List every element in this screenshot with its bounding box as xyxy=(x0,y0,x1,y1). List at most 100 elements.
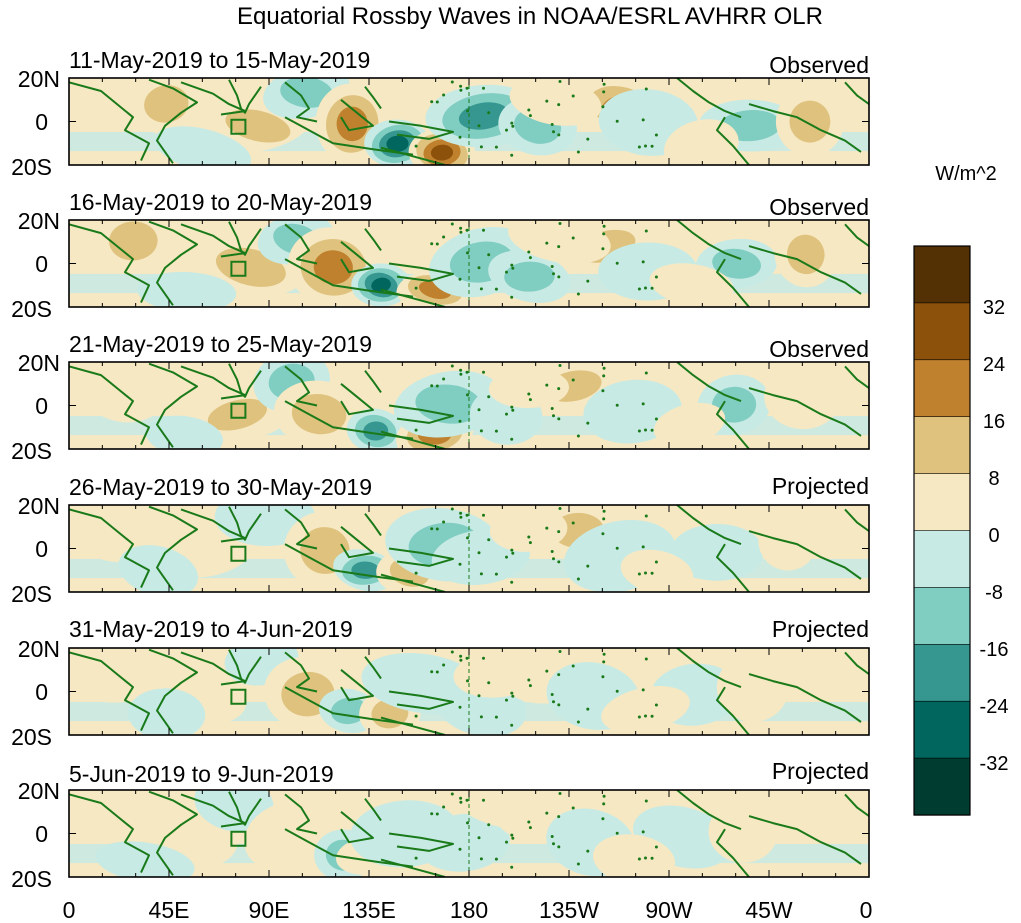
lat-label-20s: 20S xyxy=(11,438,52,464)
date-range-label: 31-May-2019 to 4-Jun-2019 xyxy=(69,616,353,642)
date-range-label: 26-May-2019 to 30-May-2019 xyxy=(69,474,372,500)
lat-label-eq: 0 xyxy=(35,821,48,847)
coastline xyxy=(380,858,446,877)
island-dot xyxy=(459,654,463,658)
island-dot xyxy=(602,366,606,370)
coastline xyxy=(748,530,862,580)
anomaly-contour xyxy=(601,686,690,733)
island-marker xyxy=(230,402,247,419)
island-dot xyxy=(477,694,481,698)
anomaly-contour xyxy=(154,126,252,165)
colorbar-swatch xyxy=(913,700,971,759)
island-dot xyxy=(465,798,469,802)
anomaly-contour xyxy=(363,421,389,441)
coastline xyxy=(844,81,869,105)
anomaly-contour xyxy=(670,523,764,581)
island-dot xyxy=(482,86,485,90)
island-dot xyxy=(466,821,469,825)
coastline xyxy=(340,241,374,274)
island-dot xyxy=(644,799,648,803)
lon-label: 180 xyxy=(450,897,488,923)
island-dot xyxy=(442,93,446,97)
coastline xyxy=(284,651,318,693)
coastline xyxy=(180,651,246,686)
island-dot xyxy=(510,263,514,267)
anomaly-contour xyxy=(653,402,726,446)
island-dot xyxy=(442,663,446,667)
colorbar-tick-label: -24 xyxy=(980,696,1009,718)
coastline xyxy=(380,146,446,165)
island-dot xyxy=(479,715,483,719)
coastline xyxy=(380,288,446,307)
lon-label: 0 xyxy=(860,897,873,923)
island-dot xyxy=(510,865,514,869)
lat-label-20n: 20N xyxy=(18,636,60,662)
island-dot xyxy=(557,275,561,279)
coastline xyxy=(748,245,862,295)
island-dot xyxy=(477,551,481,555)
island-dot xyxy=(644,657,648,661)
panel-ticks xyxy=(68,219,870,308)
colorbar-swatch xyxy=(913,359,971,418)
island-dot xyxy=(505,555,508,559)
island-dot xyxy=(527,820,531,824)
island-dot xyxy=(550,407,554,410)
island-dot xyxy=(528,826,532,830)
anomaly-contour xyxy=(649,263,734,306)
island-dot xyxy=(494,145,498,149)
island-dot xyxy=(586,707,590,711)
coastline xyxy=(748,103,862,153)
island-dot xyxy=(487,681,491,685)
island-dot xyxy=(479,287,483,291)
island-dot xyxy=(510,580,514,584)
coastline xyxy=(676,505,742,546)
status-label: Observed xyxy=(769,52,869,78)
lon-label: 90W xyxy=(645,897,693,923)
island-dot xyxy=(528,114,532,118)
island-dot xyxy=(650,714,654,718)
anomaly-contour xyxy=(145,415,224,449)
olr-anomaly-field xyxy=(69,220,869,307)
island-dot xyxy=(487,823,491,827)
island-dot xyxy=(479,429,483,433)
island-dot xyxy=(637,572,641,576)
lat-label-20s: 20S xyxy=(11,154,52,180)
coastline xyxy=(380,716,446,735)
island-dot xyxy=(511,694,515,698)
island-dot xyxy=(602,517,606,521)
island-dot xyxy=(644,571,647,575)
island-dot xyxy=(487,395,491,399)
island-dot xyxy=(435,242,439,246)
island-dot xyxy=(571,806,575,810)
island-dot xyxy=(466,251,469,255)
island-dot xyxy=(545,383,549,387)
island-dot xyxy=(459,226,463,230)
island-dot xyxy=(650,286,654,290)
island-dot xyxy=(459,658,463,662)
coastline xyxy=(228,363,262,398)
island-dot xyxy=(528,398,532,402)
anomaly-contour xyxy=(488,368,569,409)
lat-label-eq: 0 xyxy=(35,536,48,562)
island-dot xyxy=(510,691,514,695)
island-dot xyxy=(641,118,645,122)
anomaly-contour xyxy=(430,144,454,161)
island-dot xyxy=(430,670,434,674)
island-dot xyxy=(571,664,575,668)
coastline xyxy=(69,793,150,874)
coastline xyxy=(388,690,454,710)
island-dot xyxy=(550,835,554,838)
lat-label-20s: 20S xyxy=(11,724,52,750)
colorbar-tick-label: 24 xyxy=(983,354,1005,376)
coastline xyxy=(284,828,414,868)
island-dot xyxy=(650,428,654,432)
lat-label-20n: 20N xyxy=(18,66,60,92)
island-dot xyxy=(602,660,606,664)
colorbar-swatch xyxy=(913,302,971,361)
island-dot xyxy=(527,678,531,682)
island-dot xyxy=(654,275,658,279)
anomaly-contour xyxy=(787,234,825,275)
island-dot xyxy=(528,256,532,260)
island-dot xyxy=(602,82,606,86)
coastline xyxy=(284,365,318,407)
